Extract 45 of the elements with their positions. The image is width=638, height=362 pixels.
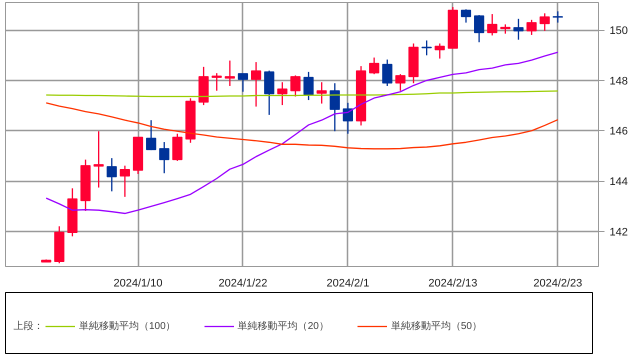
- legend-title: 上段：: [14, 320, 44, 332]
- candlestick: [382, 58, 392, 87]
- candlestick: [106, 157, 117, 192]
- candlestick: [487, 13, 498, 36]
- candlestick: [303, 71, 314, 101]
- candlestick: [540, 12, 550, 32]
- candlestick: [277, 82, 288, 106]
- candlestick: [422, 40, 432, 56]
- candlestick: [460, 8, 472, 24]
- candlestick: [172, 133, 182, 162]
- candlestick: [316, 82, 327, 104]
- x-tick-label: 2024/2/13: [428, 278, 478, 290]
- legend-label: 単純移動平均（20）: [238, 320, 329, 333]
- y-tick-label: 142: [610, 226, 628, 238]
- candlestick: [369, 56, 380, 75]
- legend-label: 単純移動平均（50）: [390, 320, 482, 333]
- candlestick: [513, 18, 524, 40]
- candlestick: [500, 24, 510, 34]
- x-tick-label: 2024/2/23: [533, 278, 582, 290]
- candlestick: [94, 130, 104, 188]
- candlestick: [395, 74, 406, 92]
- x-tick-label: 2024/2/1: [326, 278, 370, 290]
- y-tick-label: 144: [610, 176, 628, 188]
- candlestick: [526, 19, 537, 36]
- candlestick: [434, 42, 445, 60]
- legend-label: 単純移動平均（100）: [79, 320, 176, 333]
- candlestick: [238, 73, 248, 92]
- line-series: [46, 52, 558, 214]
- candlestick: [146, 120, 156, 151]
- y-tick-label: 148: [610, 75, 628, 88]
- candlestick: [552, 10, 563, 24]
- candlestick: [212, 72, 222, 92]
- candlestick: [159, 141, 170, 174]
- candlestick: [290, 74, 301, 98]
- candlestick: [330, 82, 340, 132]
- x-tick-label: 2024/1/10: [114, 278, 162, 290]
- line-series: [46, 102, 558, 150]
- y-tick-label: 150: [610, 25, 628, 38]
- x-tick-label: 2024/1/22: [218, 278, 268, 290]
- candlestick: [120, 165, 130, 198]
- candlestick: [250, 61, 262, 108]
- y-tick-label: 146: [610, 126, 628, 138]
- candlestick: [264, 70, 274, 116]
- candlestick: [474, 14, 484, 43]
- candlestick: [224, 60, 235, 87]
